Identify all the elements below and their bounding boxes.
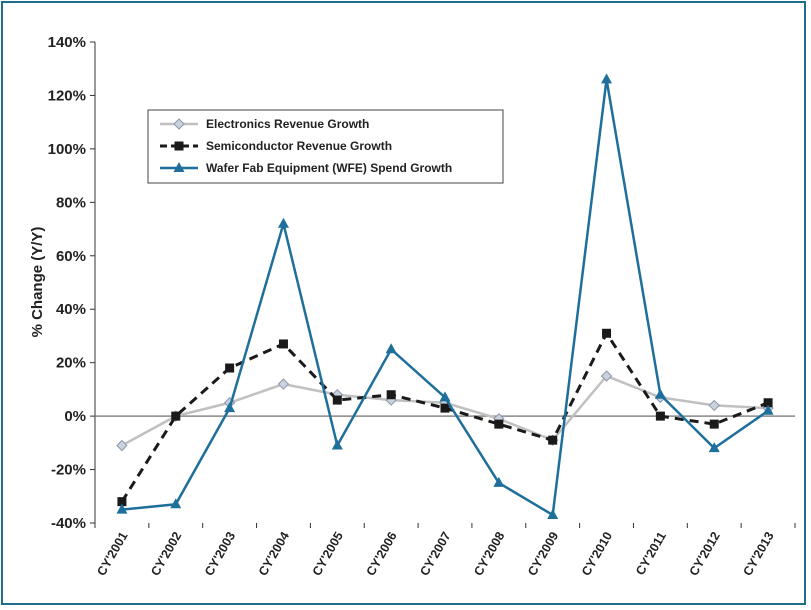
y-tick-label: 100% (48, 141, 86, 158)
data-point (548, 435, 558, 445)
y-tick-label: 60% (56, 248, 86, 265)
series-2 (117, 328, 773, 507)
x-tick-label: CY'2002 (148, 529, 184, 578)
y-tick-label: 140% (48, 34, 86, 51)
data-point (116, 439, 128, 452)
data-point (386, 390, 396, 400)
x-tick-label: CY'2001 (94, 529, 130, 578)
data-point (708, 442, 720, 453)
x-axis: CY'2001 CY'2002 CY'2003 CY'2004 CY'2005 CY'20… (94, 415, 796, 578)
y-tick-label: 80% (56, 194, 86, 211)
data-point (601, 73, 613, 84)
x-tick-label: CY'2009 (525, 529, 561, 578)
x-tick-label: CY'2011 (633, 529, 669, 577)
data-point (654, 388, 666, 399)
data-point (602, 328, 612, 338)
y-tick-label: -40% (51, 515, 86, 532)
data-point (224, 402, 236, 413)
legend-swatch-marker (174, 141, 184, 151)
x-tick-label: CY'2012 (687, 529, 723, 578)
data-point (493, 476, 505, 487)
legend-item: Wafer Fab Equipment (WFE) Spend Growth (160, 161, 452, 175)
data-point (116, 503, 128, 514)
data-point (708, 399, 720, 412)
legend-swatch-marker (173, 118, 185, 130)
legend-box (147, 109, 504, 184)
data-point (600, 370, 613, 382)
data-point (277, 378, 290, 390)
data-point (762, 404, 774, 415)
x-tick-label: CY'2006 (364, 529, 400, 578)
data-point (332, 395, 342, 405)
data-point (278, 339, 288, 349)
data-point (709, 419, 719, 429)
legend-label: Semiconductor Revenue Growth (206, 139, 392, 153)
x-tick-label: CY'2008 (471, 529, 507, 578)
data-point (763, 398, 773, 408)
x-tick-label: CY'2004 (256, 529, 292, 578)
y-tick-label: 120% (48, 87, 86, 104)
y-axis-label: % Change (Y/Y) (29, 227, 46, 338)
series-3 (116, 73, 774, 519)
legend-item: Electronics Revenue Growth (160, 117, 369, 131)
data-point (331, 439, 343, 450)
data-point (494, 419, 504, 429)
series-line (120, 330, 769, 503)
x-tick-label: CY'2007 (417, 529, 453, 578)
data-point (277, 217, 289, 228)
legend-label: Wafer Fab Equipment (WFE) Spend Growth (206, 161, 452, 175)
y-tick-label: -20% (51, 462, 86, 479)
legend-swatch-marker (173, 162, 185, 172)
data-point (385, 343, 397, 354)
x-tick-label: CY'2003 (202, 529, 238, 578)
data-point (171, 411, 181, 421)
legend-label: Electronics Revenue Growth (206, 117, 369, 131)
x-tick-label: CY'2010 (579, 529, 615, 578)
y-axis: -40% -20% 0% 20% 40% 60% 80% 100% 120% 140% (48, 34, 96, 532)
y-tick-label: 20% (56, 355, 86, 372)
data-point (225, 363, 235, 373)
y-tick-label: 40% (56, 301, 86, 318)
data-point (117, 497, 127, 507)
data-point (439, 391, 451, 402)
data-point (655, 411, 665, 421)
data-point (440, 403, 450, 413)
legend-item: Semiconductor Revenue Growth (160, 139, 392, 153)
legend: Electronics Revenue Growth Semiconductor … (147, 109, 504, 184)
y-tick-label: 0% (64, 408, 86, 425)
series-layer (116, 73, 774, 519)
data-point (170, 498, 182, 509)
x-tick-label: CY'2013 (740, 529, 776, 578)
x-tick-label: CY'2005 (310, 529, 346, 578)
data-point (547, 508, 559, 519)
